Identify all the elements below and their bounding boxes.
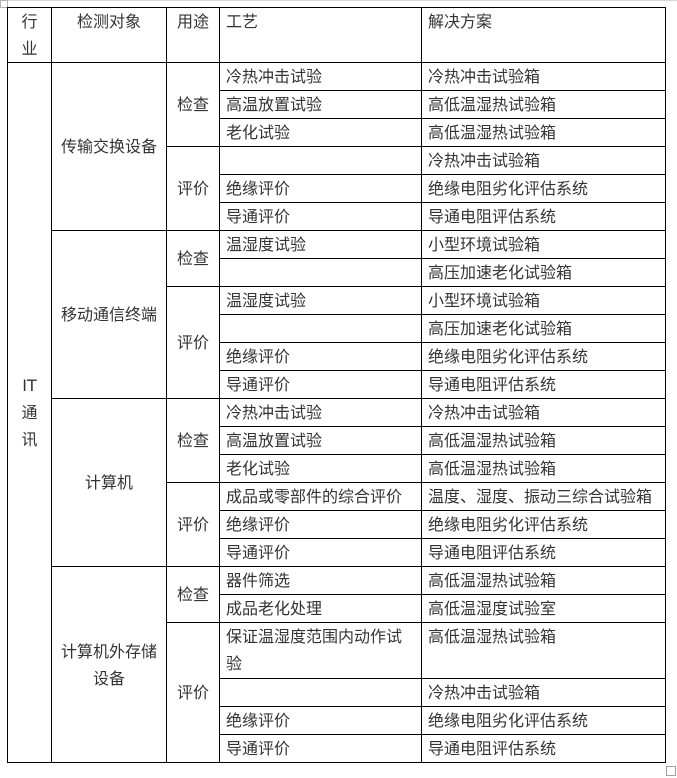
process-cell: 导通评价 xyxy=(219,370,422,399)
purpose-cell: 检查 xyxy=(166,398,220,483)
purpose-cell: 评价 xyxy=(166,482,220,567)
process-cell: 温湿度试验 xyxy=(219,230,422,259)
process-cell: 绝缘评价 xyxy=(219,510,422,539)
industry-cell: IT 通 讯 xyxy=(7,62,52,763)
object-cell: 计算机外存储设备 xyxy=(51,566,167,763)
solution-cell: 高低温湿热试验箱 xyxy=(421,426,666,455)
table-row: 导通评价 导通电阻评估系统 xyxy=(8,734,666,763)
process-cell: 保证温湿度范围内动作试验 xyxy=(219,622,422,679)
solution-cell: 高压加速老化试验箱 xyxy=(421,258,666,287)
purpose-cell: 评价 xyxy=(166,146,220,231)
process-cell: 绝缘评价 xyxy=(219,342,422,371)
process-cell xyxy=(219,146,422,175)
process-cell: 老化试验 xyxy=(219,118,422,147)
table-row: 绝缘评价 绝缘电阻劣化评估系统 xyxy=(8,706,666,735)
header-object: 检测对象 xyxy=(51,7,167,63)
solution-cell: 高压加速老化试验箱 xyxy=(421,314,666,343)
solution-cell: 高低温湿热试验箱 xyxy=(421,90,666,119)
solution-cell: 绝缘电阻劣化评估系统 xyxy=(421,174,666,203)
table-row: 导通评价 导通电阻评估系统 xyxy=(8,202,666,231)
table-body: IT 通 讯传输交换设备 检查 冷热冲击试验 冷热冲击试验箱 高温放置试验 高低温湿热试验… xyxy=(7,62,666,763)
purpose-cell: 评价 xyxy=(166,286,220,399)
purpose-cell: 评价 xyxy=(166,622,220,763)
solution-cell: 小型环境试验箱 xyxy=(421,286,666,315)
table-row: 计算机 检查 冷热冲击试验 冷热冲击试验箱 xyxy=(8,398,666,567)
solution-cell: 导通电阻评估系统 xyxy=(421,734,666,763)
process-cell: 高温放置试验 xyxy=(219,426,422,455)
table-row: 高温放置试验 高低温湿热试验箱 xyxy=(8,426,666,455)
table-row: 高压加速老化试验箱 xyxy=(8,258,666,287)
table-row: 高压加速老化试验箱 xyxy=(8,314,666,343)
process-cell: 导通评价 xyxy=(219,734,422,763)
table-resize-handle-icon[interactable] xyxy=(666,766,676,776)
header-solution: 解决方案 xyxy=(421,7,666,63)
table-row: 老化试验 高低温湿热试验箱 xyxy=(8,454,666,483)
object-cell: 传输交换设备 xyxy=(51,62,167,231)
solution-cell: 导通电阻评估系统 xyxy=(421,202,666,231)
header-process: 工艺 xyxy=(219,7,422,63)
process-cell: 温湿度试验 xyxy=(219,286,422,315)
solution-cell: 冷热冲击试验箱 xyxy=(421,62,666,91)
process-cell xyxy=(219,678,422,707)
table-row: 计算机外存储设备 检查 器件筛选 高低温湿热试验箱 xyxy=(8,566,666,763)
table-row: 评价 冷热冲击试验箱 xyxy=(8,146,666,231)
process-cell: 导通评价 xyxy=(219,538,422,567)
table-row: 评价 温湿度试验 小型环境试验箱 xyxy=(8,286,666,399)
process-cell xyxy=(219,258,422,287)
solution-cell: 高低温湿度试验室 xyxy=(421,594,666,623)
process-cell: 老化试验 xyxy=(219,454,422,483)
solution-cell: 高低温湿热试验箱 xyxy=(421,566,666,595)
solution-cell: 冷热冲击试验箱 xyxy=(421,398,666,427)
process-cell: 绝缘评价 xyxy=(219,706,422,735)
solution-cell: 冷热冲击试验箱 xyxy=(421,678,666,707)
purpose-cell: 检查 xyxy=(166,230,220,287)
process-cell: 导通评价 xyxy=(219,202,422,231)
it-telecom-solutions-table: 行 业 检测对象 用途 工艺 解决方案 IT 通 讯传输交换设备 检查 冷热冲击试验… xyxy=(7,7,666,763)
table-row: 导通评价 导通电阻评估系统 xyxy=(8,538,666,567)
solution-cell: 高低温湿热试验箱 xyxy=(421,622,666,679)
table-header: 行 业 检测对象 用途 工艺 解决方案 xyxy=(7,7,666,63)
table-row: 绝缘评价 绝缘电阻劣化评估系统 xyxy=(8,342,666,371)
purpose-cell: 检查 xyxy=(166,566,220,623)
header-row: 行 业 检测对象 用途 工艺 解决方案 xyxy=(7,7,666,63)
solution-cell: 导通电阻评估系统 xyxy=(421,370,666,399)
process-cell: 成品老化处理 xyxy=(219,594,422,623)
solution-cell: 绝缘电阻劣化评估系统 xyxy=(421,342,666,371)
table-move-handle-icon[interactable] xyxy=(0,0,8,8)
table-row: 评价 成品或零部件的综合评价 温度、湿度、振动三综合试验箱 xyxy=(8,482,666,567)
solution-cell: 小型环境试验箱 xyxy=(421,230,666,259)
solution-cell: 高低温湿热试验箱 xyxy=(421,118,666,147)
table-row: 绝缘评价 绝缘电阻劣化评估系统 xyxy=(8,174,666,203)
process-cell: 高温放置试验 xyxy=(219,90,422,119)
table-row: IT 通 讯传输交换设备 检查 冷热冲击试验 冷热冲击试验箱 xyxy=(7,62,666,763)
table-row: 高温放置试验 高低温湿热试验箱 xyxy=(8,90,666,119)
table-row: 老化试验 高低温湿热试验箱 xyxy=(8,118,666,147)
solution-cell: 导通电阻评估系统 xyxy=(421,538,666,567)
table-row: 成品老化处理 高低温湿度试验室 xyxy=(8,594,666,623)
process-cell: 冷热冲击试验 xyxy=(219,62,422,91)
object-cell: 计算机 xyxy=(51,398,167,567)
solution-cell: 温度、湿度、振动三综合试验箱 xyxy=(421,482,666,511)
page-top-edge xyxy=(0,0,677,1)
header-purpose: 用途 xyxy=(166,7,220,63)
solution-cell: 冷热冲击试验箱 xyxy=(421,146,666,175)
solution-cell: 高低温湿热试验箱 xyxy=(421,454,666,483)
header-industry: 行 业 xyxy=(7,7,52,63)
object-cell: 移动通信终端 xyxy=(51,230,167,399)
process-cell: 器件筛选 xyxy=(219,566,422,595)
solution-cell: 绝缘电阻劣化评估系统 xyxy=(421,706,666,735)
table-row: 移动通信终端 检查 温湿度试验 小型环境试验箱 xyxy=(8,230,666,399)
process-cell: 绝缘评价 xyxy=(219,174,422,203)
purpose-cell: 检查 xyxy=(166,62,220,147)
process-cell xyxy=(219,314,422,343)
solution-cell: 绝缘电阻劣化评估系统 xyxy=(421,510,666,539)
process-cell: 成品或零部件的综合评价 xyxy=(219,482,422,511)
process-cell: 冷热冲击试验 xyxy=(219,398,422,427)
